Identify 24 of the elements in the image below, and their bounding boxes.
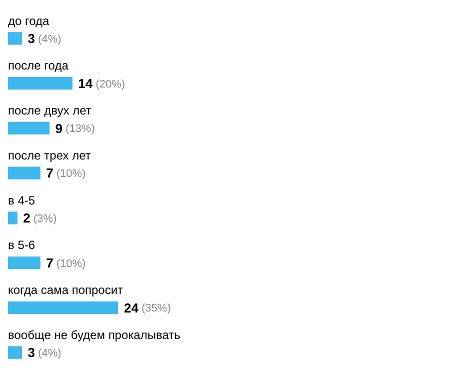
bar xyxy=(8,76,72,90)
bar xyxy=(8,122,50,135)
data-label: 14 (20%) xyxy=(78,76,126,91)
y-tick-label: после двух лет xyxy=(8,104,92,118)
y-tick-label: до года xyxy=(8,14,50,28)
y-tick-label: когда сама попросит xyxy=(8,283,124,297)
bar xyxy=(8,301,118,314)
bar xyxy=(8,32,22,45)
bar xyxy=(8,212,18,224)
data-label: 9 (13%) xyxy=(55,120,95,136)
data-label: 7 (10%) xyxy=(46,166,86,181)
bar xyxy=(8,166,40,180)
bar xyxy=(8,346,22,359)
y-tick-label: вообще не будем прокалывать xyxy=(8,328,180,342)
data-label: 7 (10%) xyxy=(46,255,86,270)
data-label: 3 (4%) xyxy=(28,345,62,360)
data-label: 24 (35%) xyxy=(124,300,171,316)
y-tick-label: в 4-5 xyxy=(8,193,36,208)
y-tick-label: после года xyxy=(8,58,69,73)
data-label: 2 (3%) xyxy=(23,210,57,226)
y-tick-label: в 5-6 xyxy=(8,238,36,252)
y-tick-label: после трех лет xyxy=(8,148,92,162)
bar xyxy=(8,256,40,270)
data-label: 3 (4%) xyxy=(28,31,62,46)
